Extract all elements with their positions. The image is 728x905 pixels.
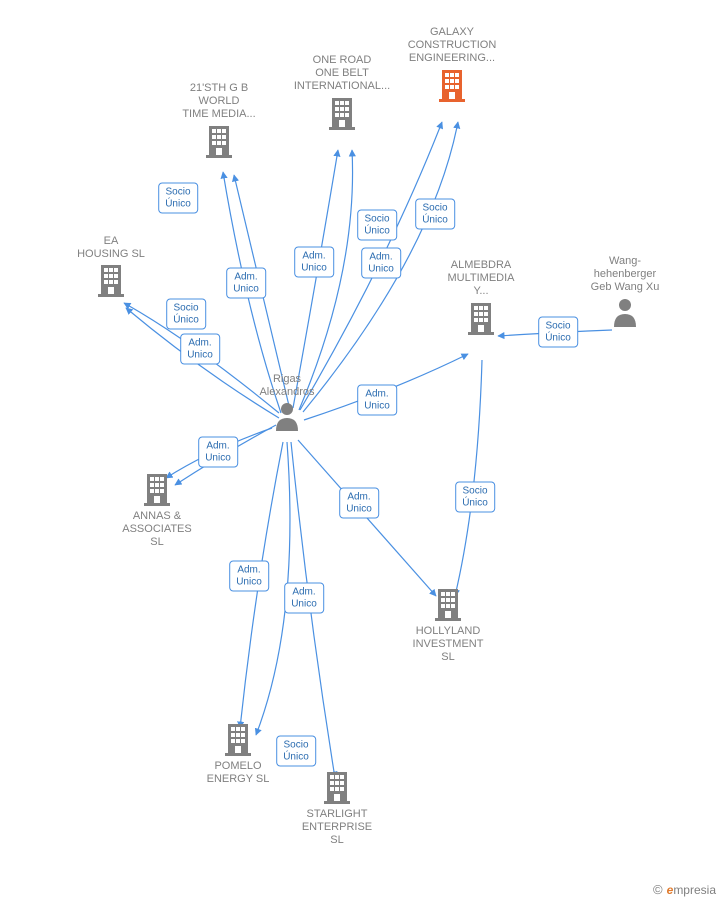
building-icon (97, 472, 217, 506)
edge-label: Socio Único (158, 183, 198, 214)
node-wang[interactable]: Wang- hehenberger Geb Wang Xu (565, 255, 685, 327)
diagram-canvas: GALAXY CONSTRUCTION ENGINEERING... ONE R… (0, 0, 728, 905)
brand: empresia (667, 883, 716, 897)
node-eahousing[interactable]: EA HOUSING SL (51, 235, 171, 297)
building-icon (392, 68, 512, 102)
node-annas[interactable]: ANNAS & ASSOCIATES SL (97, 470, 217, 550)
person-icon (227, 401, 347, 431)
node-label: Wang- hehenberger Geb Wang Xu (565, 255, 685, 295)
node-label: EA HOUSING SL (51, 235, 171, 261)
building-icon (388, 587, 508, 621)
node-label: ONE ROAD ONE BELT INTERNATIONAL... (282, 54, 402, 94)
building-icon (277, 770, 397, 804)
edge-label: Adm. Unico (357, 385, 397, 416)
edge (299, 150, 353, 410)
node-starlight[interactable]: STARLIGHT ENTERPRISE SL (277, 768, 397, 848)
edge-label: Adm. Unico (284, 583, 324, 614)
node-label: STARLIGHT ENTERPRISE SL (277, 808, 397, 848)
node-oneroad[interactable]: ONE ROAD ONE BELT INTERNATIONAL... (282, 54, 402, 130)
node-label: ALMEBDRA MULTIMEDIA Y... (421, 259, 541, 299)
brand-rest: mpresia (673, 883, 716, 897)
edge-label: Adm. Unico (294, 247, 334, 278)
edge-label: Adm. Unico (198, 437, 238, 468)
node-rigas[interactable]: Rigas Alexandros (227, 373, 347, 431)
edge (455, 360, 482, 596)
edge-label: Adm. Unico (229, 561, 269, 592)
edge-label: Socio Único (276, 736, 316, 767)
building-icon (282, 96, 402, 130)
edge-label: Adm. Unico (180, 334, 220, 365)
person-icon (565, 297, 685, 327)
node-label: 21'STH G B WORLD TIME MEDIA... (159, 82, 279, 122)
node-label: HOLLYLAND INVESTMENT SL (388, 625, 508, 665)
edge-label: Socio Único (455, 482, 495, 513)
node-label: ANNAS & ASSOCIATES SL (97, 510, 217, 550)
edge-label: Socio Único (415, 199, 455, 230)
node-label: Rigas Alexandros (227, 373, 347, 399)
node-hollyland[interactable]: HOLLYLAND INVESTMENT SL (388, 585, 508, 665)
edge-label: Adm. Unico (361, 248, 401, 279)
edge-label: Socio Único (357, 210, 397, 241)
edge-label: Adm. Unico (339, 488, 379, 519)
node-label: GALAXY CONSTRUCTION ENGINEERING... (392, 26, 512, 66)
node-almebdra[interactable]: ALMEBDRA MULTIMEDIA Y... (421, 259, 541, 335)
edge-label: Socio Único (538, 317, 578, 348)
building-icon (51, 263, 171, 297)
node-galaxy[interactable]: GALAXY CONSTRUCTION ENGINEERING... (392, 26, 512, 102)
edge-label: Adm. Unico (226, 268, 266, 299)
building-icon (421, 301, 541, 335)
copyright-symbol: © (653, 882, 663, 897)
node-twentyone[interactable]: 21'STH G B WORLD TIME MEDIA... (159, 82, 279, 158)
watermark: © empresia (653, 882, 716, 897)
building-icon (159, 124, 279, 158)
edge-label: Socio Único (166, 299, 206, 330)
